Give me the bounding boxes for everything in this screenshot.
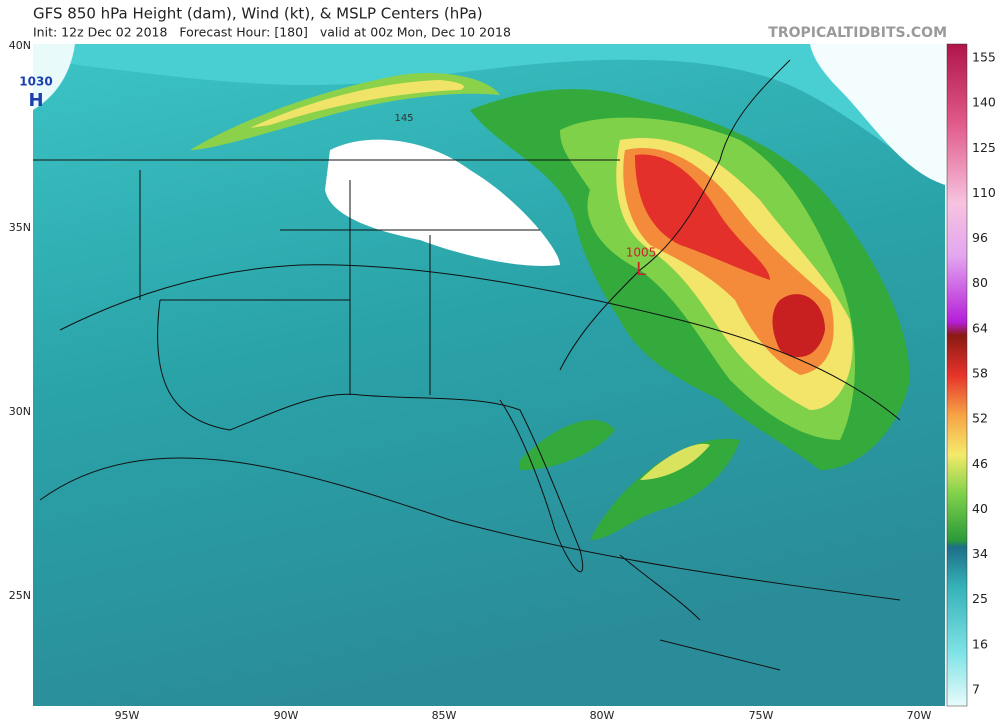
lat-label: 30N: [9, 405, 31, 418]
colorbar: 155 140 125 110 96 80 64 58 52 46 40 34 25 16 7: [946, 43, 996, 707]
colorbar-label: 25: [972, 591, 988, 606]
colorbar-label: 52: [972, 411, 988, 426]
colorbar-label: 40: [972, 501, 988, 516]
lat-label: 25N: [9, 589, 31, 602]
brand: TROPICALTIDBITS.COM: [768, 25, 947, 41]
lon-label: 80W: [590, 709, 615, 722]
high-symbol: H: [28, 90, 43, 111]
colorbar-label: 155: [972, 50, 996, 65]
map-area: 40N 35N 30N 25N 95W 90W 85W 80W 75W 70W …: [9, 39, 945, 722]
colorbar-label: 125: [972, 140, 996, 155]
colorbar-label: 46: [972, 456, 988, 471]
lat-label: 40N: [9, 39, 31, 52]
title: GFS 850 hPa Height (dam), Wind (kt), & M…: [33, 5, 483, 23]
contour-label: 145: [394, 113, 413, 124]
colorbar-label: 110: [972, 185, 996, 200]
colorbar-label: 58: [972, 366, 988, 381]
lon-label: 75W: [749, 709, 774, 722]
colorbar-label: 140: [972, 95, 996, 110]
subtitle: Init: 12z Dec 02 2018 Forecast Hour: [18…: [33, 25, 511, 40]
colorbar-label: 7: [972, 682, 980, 697]
lon-label: 90W: [274, 709, 299, 722]
lat-label: 35N: [9, 221, 31, 234]
colorbar-label: 80: [972, 275, 988, 290]
lon-label: 70W: [907, 709, 932, 722]
low-symbol: L: [636, 259, 646, 280]
colorbar-label: 96: [972, 230, 988, 245]
colorbar-label: 34: [972, 546, 988, 561]
colorbar-label: 16: [972, 636, 988, 651]
high-pressure-value: 1030: [19, 75, 52, 89]
lon-label: 85W: [432, 709, 457, 722]
low-pressure-value: 1005: [626, 246, 657, 260]
lon-label: 95W: [115, 709, 140, 722]
colorbar-label: 64: [972, 320, 988, 335]
